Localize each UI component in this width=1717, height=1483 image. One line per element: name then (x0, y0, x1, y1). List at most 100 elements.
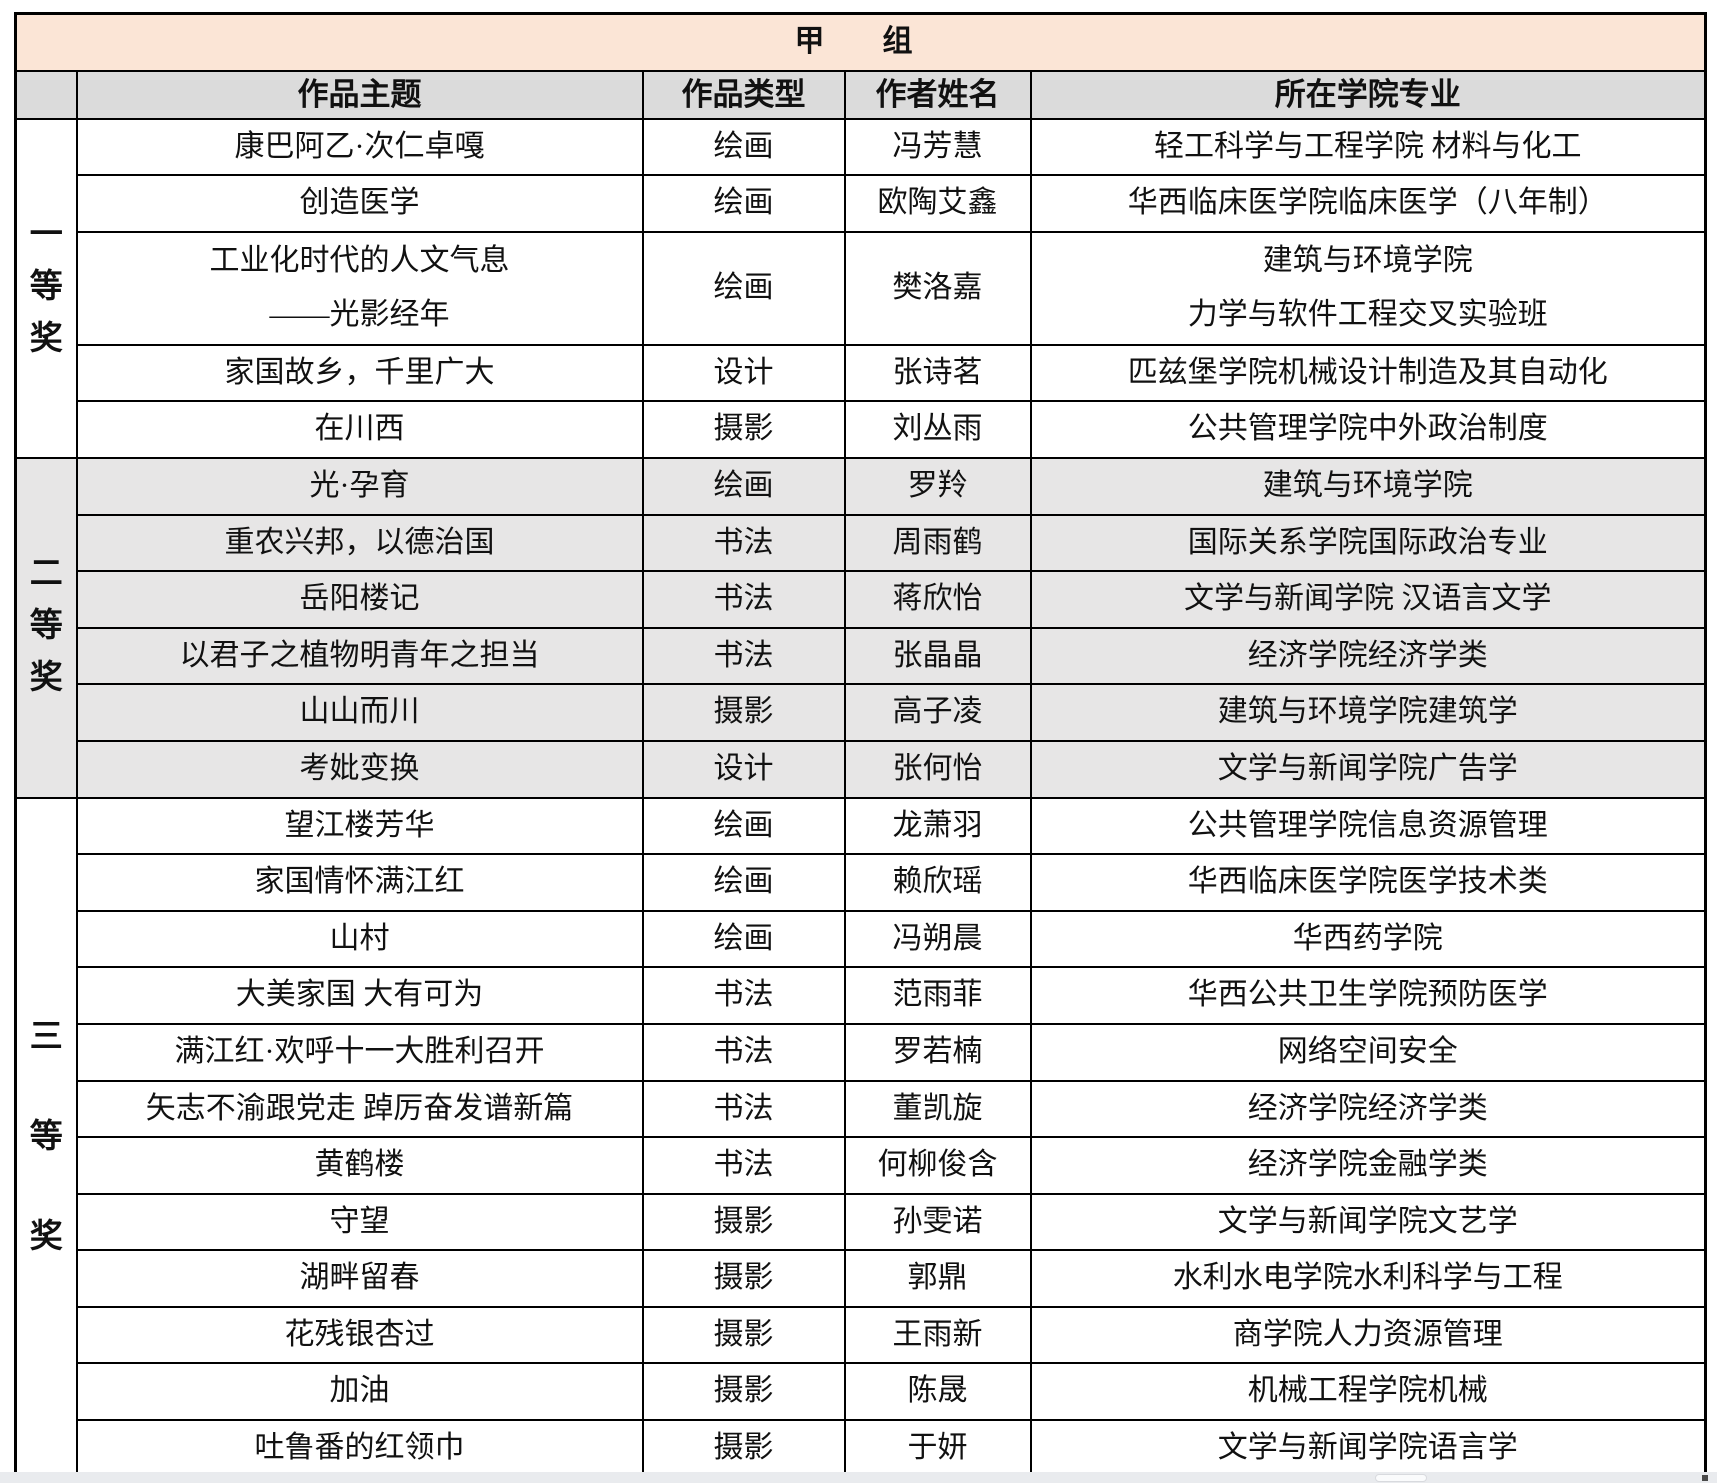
college-cell: 文学与新闻学院广告学 (1029, 739, 1707, 799)
author-cell: 孙雯诺 (843, 1192, 1032, 1252)
award-label: 三等奖 (29, 1019, 63, 1256)
table-row: 在川西 摄影 刘丛雨 公共管理学院中外政治制度 (16, 400, 1707, 459)
table-row: 黄鹤楼 书法 何柳俊含 经济学院金融学类 (16, 1136, 1707, 1195)
corner-cell (14, 69, 78, 120)
college-cell: 公共管理学院中外政治制度 (1029, 400, 1707, 459)
theme-cell: 守望 (75, 1192, 644, 1252)
table-row: 岳阳楼记 书法 蒋欣怡 文学与新闻学院 汉语言文学 (16, 570, 1707, 629)
col-header-college: 所在学院专业 (1029, 69, 1707, 120)
theme-cell: 山村 (75, 909, 644, 969)
type-cell: 设计 (641, 739, 846, 799)
award-group-first-prize: 一等奖 (14, 117, 78, 459)
table-row: 大美家国 大有可为 书法 范雨菲 华西公共卫生学院预防医学 (16, 966, 1707, 1025)
theme-cell: 家国情怀满江红 (75, 853, 644, 912)
scrollbar-thumb[interactable] (1375, 1474, 1427, 1482)
author-cell: 冯朔晨 (843, 909, 1032, 969)
theme-cell: 工业化时代的人文气息 ——光影经年 (75, 230, 644, 346)
table-row: 一等奖 康巴阿乙·次仁卓嘎 绘画 冯芳慧 轻工科学与工程学院 材料与化工 (14, 117, 1707, 459)
col-header-type: 作品类型 (641, 69, 846, 120)
type-cell: 绘画 (641, 456, 846, 516)
author-cell: 郭鼎 (843, 1249, 1032, 1308)
col-header-author: 作者姓名 (843, 69, 1032, 120)
theme-cell: 花残银杏过 (75, 1305, 644, 1365)
table-row: 家国故乡，千里广大 设计 张诗茗 匹兹堡学院机械设计制造及其自动化 (16, 343, 1707, 403)
table-row: 重农兴邦，以德治国 书法 周雨鹤 国际关系学院国际政治专业 (16, 513, 1707, 573)
college-cell: 文学与新闻学院文艺学 (1029, 1192, 1707, 1252)
theme-cell: 满江红·欢呼十一大胜利召开 (75, 1022, 644, 1082)
type-cell: 摄影 (641, 400, 846, 459)
type-cell: 摄影 (641, 683, 846, 742)
table-title: 甲 组 (14, 12, 1707, 72)
type-cell: 书法 (641, 626, 846, 686)
author-cell: 赖欣瑶 (843, 853, 1032, 912)
author-cell: 罗若楠 (843, 1022, 1032, 1082)
theme-cell: 大美家国 大有可为 (75, 966, 644, 1025)
college-cell: 华西药学院 (1029, 909, 1707, 969)
theme-cell: 康巴阿乙·次仁卓嘎 (75, 117, 644, 177)
type-cell: 绘画 (641, 796, 846, 856)
college-cell: 国际关系学院国际政治专业 (1029, 513, 1707, 573)
table-row: 以君子之植物明青年之担当 书法 张晶晶 经济学院经济学类 (16, 626, 1707, 686)
theme-cell: 湖畔留春 (75, 1249, 644, 1308)
theme-cell: 创造医学 (75, 174, 644, 233)
scrollbar-corner-dot (1702, 1475, 1708, 1481)
college-cell: 公共管理学院信息资源管理 (1029, 796, 1707, 856)
table-row: 三等奖 望江楼芳华 绘画 龙萧羽 公共管理学院信息资源管理 (14, 796, 1707, 1479)
type-cell: 书法 (641, 570, 846, 629)
author-cell: 蒋欣怡 (843, 570, 1032, 629)
type-cell: 绘画 (641, 174, 846, 233)
author-cell: 欧陶艾鑫 (843, 174, 1032, 233)
author-cell: 樊洛嘉 (843, 230, 1032, 346)
college-cell: 轻工科学与工程学院 材料与化工 (1029, 117, 1707, 177)
theme-cell: 以君子之植物明青年之担当 (75, 626, 644, 686)
author-cell: 高子凌 (843, 683, 1032, 742)
college-cell: 经济学院经济学类 (1029, 1079, 1707, 1139)
table-row: 二等奖 光·孕育 绘画 罗羚 建筑与环境学院 (14, 456, 1707, 799)
award-label: 二等奖 (29, 556, 63, 697)
type-cell: 绘画 (641, 853, 846, 912)
table-row: 工业化时代的人文气息 ——光影经年 绘画 樊洛嘉 建筑与环境学院 力学与软件工程… (16, 230, 1707, 346)
theme-cell: 光·孕育 (75, 456, 644, 516)
type-cell: 书法 (641, 966, 846, 1025)
theme-cell: 考妣变换 (75, 739, 644, 799)
horizontal-scrollbar[interactable] (0, 1472, 1717, 1483)
award-group-third-prize: 三等奖 (14, 796, 78, 1479)
type-cell: 摄影 (641, 1305, 846, 1365)
award-label: 一等奖 (29, 216, 63, 357)
type-cell: 书法 (641, 1079, 846, 1139)
author-cell: 张晶晶 (843, 626, 1032, 686)
college-cell: 文学与新闻学院语言学 (1029, 1419, 1707, 1479)
author-cell: 罗羚 (843, 456, 1032, 516)
header-row: 作品主题 作品类型 作者姓名 所在学院专业 (14, 69, 1707, 120)
table-row: 山村 绘画 冯朔晨 华西药学院 (16, 909, 1707, 969)
author-cell: 王雨新 (843, 1305, 1032, 1365)
table-row: 创造医学 绘画 欧陶艾鑫 华西临床医学院临床医学（八年制） (16, 174, 1707, 233)
title-row: 甲 组 (14, 12, 1707, 72)
type-cell: 书法 (641, 513, 846, 573)
college-cell: 建筑与环境学院建筑学 (1029, 683, 1707, 742)
college-cell: 建筑与环境学院 (1029, 456, 1707, 516)
table-row: 考妣变换 设计 张何怡 文学与新闻学院广告学 (16, 739, 1707, 799)
type-cell: 绘画 (641, 117, 846, 177)
author-cell: 周雨鹤 (843, 513, 1032, 573)
author-cell: 冯芳慧 (843, 117, 1032, 177)
table-row: 满江红·欢呼十一大胜利召开 书法 罗若楠 网络空间安全 (16, 1022, 1707, 1082)
type-cell: 摄影 (641, 1362, 846, 1422)
type-cell: 摄影 (641, 1419, 846, 1479)
table-row: 加油 摄影 陈晟 机械工程学院机械 (16, 1362, 1707, 1422)
theme-cell: 望江楼芳华 (75, 796, 644, 856)
theme-cell: 加油 (75, 1362, 644, 1422)
theme-cell: 家国故乡，千里广大 (75, 343, 644, 403)
author-cell: 董凯旋 (843, 1079, 1032, 1139)
college-cell: 建筑与环境学院 力学与软件工程交叉实验班 (1029, 230, 1707, 346)
type-cell: 摄影 (641, 1249, 846, 1308)
author-cell: 张何怡 (843, 739, 1032, 799)
theme-cell: 矢志不渝跟党走 踔厉奋发谱新篇 (75, 1079, 644, 1139)
author-cell: 范雨菲 (843, 966, 1032, 1025)
col-header-theme: 作品主题 (75, 69, 644, 120)
table-row: 山山而川 摄影 高子凌 建筑与环境学院建筑学 (16, 683, 1707, 742)
theme-cell: 黄鹤楼 (75, 1136, 644, 1195)
theme-cell: 重农兴邦，以德治国 (75, 513, 644, 573)
theme-cell: 吐鲁番的红领巾 (75, 1419, 644, 1479)
